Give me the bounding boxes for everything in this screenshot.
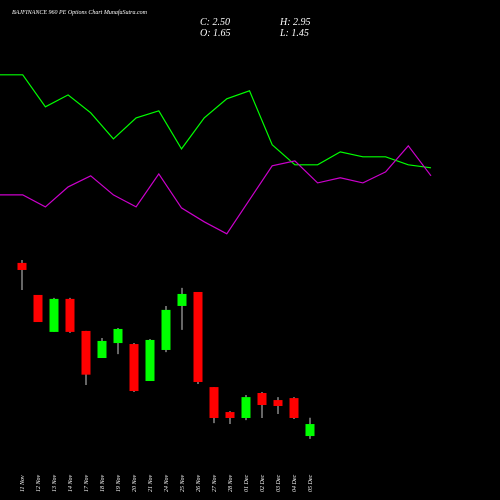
candle-body xyxy=(225,412,235,418)
candle-body xyxy=(97,340,107,359)
close-label: C: 2.50 xyxy=(200,17,230,28)
x-tick-label: 24 Nov xyxy=(163,474,170,492)
chart-title: BAJFINANCE 960 PE Options Chart MunafaSu… xyxy=(12,9,148,16)
high-label: H: 2.95 xyxy=(279,17,311,28)
candle-body xyxy=(273,400,283,406)
x-tick-label: 02 Dec xyxy=(260,475,266,492)
candle-body xyxy=(177,293,187,306)
candle-body xyxy=(81,330,91,375)
x-tick-label: 27 Nov xyxy=(212,474,218,492)
low-label: L: 1.45 xyxy=(279,28,309,39)
x-tick-label: 12 Nov xyxy=(36,474,42,492)
x-tick-label: 11 Nov xyxy=(20,475,26,492)
candle-body xyxy=(193,291,203,383)
candle-body xyxy=(129,344,139,392)
candle-body xyxy=(33,294,43,323)
candle-body xyxy=(65,298,75,332)
candle-body xyxy=(49,298,59,332)
x-tick-label: 17 Nov xyxy=(84,474,90,492)
candle-body xyxy=(17,262,27,270)
line-series xyxy=(0,74,432,169)
x-tick-label: 19 Nov xyxy=(116,474,122,492)
candle-body xyxy=(241,397,251,418)
x-tick-label: 26 Nov xyxy=(196,474,202,492)
x-tick-label: 14 Nov xyxy=(67,474,74,492)
x-tick-label: 01 Dec xyxy=(244,475,250,492)
x-tick-label: 05 Dec xyxy=(308,475,314,492)
x-tick-label: 21 Nov xyxy=(148,474,154,492)
x-tick-label: 18 Nov xyxy=(100,474,106,492)
x-tick-label: 20 Nov xyxy=(132,474,138,492)
candle-body xyxy=(113,328,123,344)
x-tick-label: 13 Nov xyxy=(52,474,58,492)
x-tick-label: 28 Nov xyxy=(228,474,234,492)
open-label: O: 1.65 xyxy=(200,28,231,39)
candle-body xyxy=(161,309,171,350)
x-tick-label: 25 Nov xyxy=(180,474,186,492)
x-tick-label: 04 Dec xyxy=(291,475,298,492)
x-tick-label: 03 Dec xyxy=(276,475,282,492)
candle-body xyxy=(145,339,155,382)
line-series xyxy=(0,144,432,235)
candle-body xyxy=(305,424,315,437)
candle-body xyxy=(289,398,299,418)
candle-body xyxy=(209,387,219,418)
candle-body xyxy=(257,393,267,406)
